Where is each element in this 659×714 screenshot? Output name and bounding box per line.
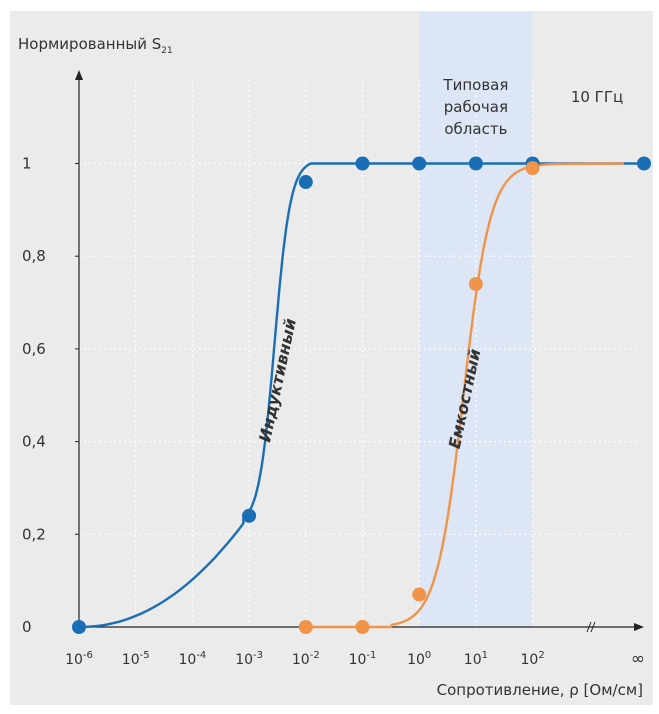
axis-break-mark [590, 621, 596, 633]
capacitive-point [525, 161, 540, 176]
y-tick-label: 1 [22, 155, 32, 173]
capacitive-point [298, 620, 313, 634]
x-tick-label: 10-4 [178, 650, 206, 668]
y-axis-title: Нормированный S21 [18, 35, 173, 56]
capacitive-point [412, 587, 427, 602]
frequency-label: 10 ГГц [571, 88, 623, 106]
inductive-point [637, 156, 651, 171]
capacitive-point [468, 277, 483, 292]
y-axis-arrow-icon [75, 70, 83, 80]
capacitive-point [355, 620, 370, 634]
axis-break-mark [586, 621, 592, 633]
inductive-point [355, 156, 370, 171]
x-tick-label: 10-2 [292, 650, 320, 668]
x-tick-label: 100 [407, 650, 431, 668]
x-tick-label: 102 [520, 650, 544, 668]
series-line-inductive [78, 162, 644, 629]
x-infinity-label: ∞ [631, 649, 645, 669]
x-tick-label: 101 [464, 650, 488, 668]
inductive-point [468, 156, 483, 171]
x-tick-label: 10-3 [235, 650, 263, 668]
x-tick-label: 10-5 [122, 650, 150, 668]
y-tick-label: 0,2 [22, 525, 46, 543]
inductive-point [72, 620, 86, 634]
region-label-line: рабочая [444, 98, 508, 116]
x-axis-arrow-icon [634, 623, 644, 631]
y-tick-label: 0,6 [22, 340, 46, 358]
region-label-line: область [444, 120, 507, 138]
y-tick-label: 0,8 [22, 247, 46, 265]
series-label-inductive: Индуктивный [255, 317, 300, 444]
chart-panel [10, 11, 653, 705]
x-tick-label: 10-6 [65, 650, 93, 668]
operating-region-band [419, 12, 533, 627]
inductive-point [242, 508, 257, 523]
inductive-point [298, 175, 313, 190]
region-label-line: Типовая [442, 76, 508, 94]
y-tick-label: 0 [22, 618, 32, 636]
x-axis-title: Сопротивление, ρ [Ом/см] [437, 681, 643, 699]
series-line-capacitive [305, 162, 625, 629]
x-tick-label: 10-1 [349, 650, 377, 668]
inductive-point [412, 156, 427, 171]
y-tick-label: 0,4 [22, 433, 46, 451]
